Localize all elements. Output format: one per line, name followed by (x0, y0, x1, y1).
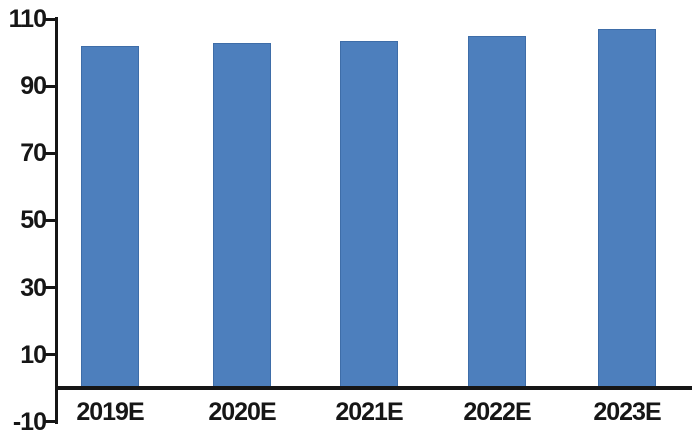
x-axis-category-label: 2021E (335, 398, 403, 426)
y-axis-tick (45, 218, 56, 222)
y-axis-tick (45, 84, 56, 88)
x-axis-line (55, 386, 692, 391)
y-axis-tick-label: -10 (12, 407, 47, 436)
y-axis-line (55, 17, 58, 424)
y-axis-tick-label: 90 (20, 72, 47, 101)
y-axis-tick-label: 10 (20, 340, 47, 369)
y-axis-tick (45, 151, 56, 155)
bar-2020e (213, 42, 271, 391)
bar-2021e (340, 40, 398, 391)
x-axis-category-label: 2023E (593, 398, 661, 426)
bar-2022e (468, 35, 526, 391)
y-axis-tick (45, 353, 56, 357)
x-axis-category-label: 2020E (208, 398, 276, 426)
x-axis-category-label: 2019E (76, 398, 144, 426)
y-axis-tick-label: 70 (20, 139, 47, 168)
y-axis-tick-label: 30 (20, 273, 47, 302)
y-axis-tick (45, 17, 56, 21)
y-axis-tick-label: 110 (8, 5, 47, 33)
x-axis-category-label: 2022E (463, 398, 531, 426)
y-axis-tick-label: 50 (20, 206, 47, 235)
bar-2019e (81, 45, 139, 391)
bar-2023e (598, 29, 656, 391)
y-axis-tick (45, 286, 56, 290)
y-axis-tick (45, 420, 56, 424)
